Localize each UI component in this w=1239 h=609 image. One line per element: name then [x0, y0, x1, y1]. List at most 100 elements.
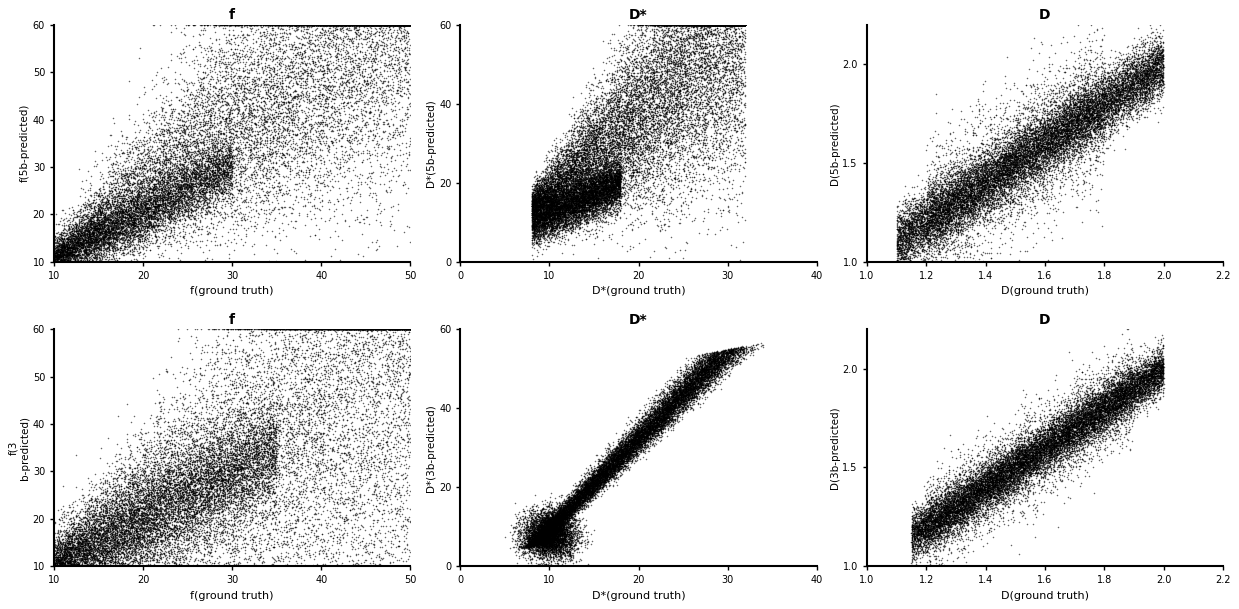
Point	[1075, 396, 1095, 406]
Point	[1067, 401, 1087, 410]
Point	[574, 144, 593, 153]
Point	[1119, 85, 1139, 94]
Point	[218, 452, 238, 462]
Point	[300, 502, 320, 512]
Point	[529, 529, 549, 539]
Point	[98, 243, 118, 253]
Point	[1042, 426, 1062, 435]
Point	[338, 150, 358, 160]
Point	[560, 194, 580, 204]
Point	[83, 561, 103, 571]
Point	[170, 203, 190, 213]
Point	[1103, 409, 1123, 419]
Point	[569, 183, 589, 193]
Point	[1137, 380, 1157, 390]
Point	[131, 495, 151, 505]
Point	[637, 422, 657, 432]
Point	[1113, 376, 1132, 385]
Point	[984, 450, 1004, 460]
Point	[722, 39, 742, 49]
Point	[202, 438, 222, 448]
Point	[83, 527, 103, 537]
Point	[527, 209, 546, 219]
Point	[142, 209, 162, 219]
Point	[176, 168, 196, 178]
Point	[694, 103, 714, 113]
Point	[528, 193, 548, 203]
Point	[1005, 473, 1025, 483]
Point	[1022, 456, 1042, 466]
Point	[50, 550, 69, 560]
Point	[633, 432, 653, 442]
Point	[950, 183, 970, 192]
Point	[1015, 152, 1035, 162]
Point	[384, 20, 404, 30]
Point	[190, 476, 209, 486]
Point	[698, 72, 717, 82]
Point	[595, 172, 615, 181]
Point	[964, 202, 984, 211]
Point	[912, 526, 932, 536]
Point	[673, 378, 693, 387]
Point	[536, 531, 556, 541]
Point	[339, 458, 359, 468]
Point	[555, 171, 575, 181]
Point	[627, 131, 647, 141]
Point	[545, 534, 565, 544]
Point	[93, 215, 113, 225]
Point	[559, 191, 579, 200]
Point	[317, 505, 337, 515]
Point	[289, 417, 309, 427]
Point	[85, 555, 105, 565]
Point	[1053, 120, 1073, 130]
Point	[533, 547, 553, 557]
Point	[400, 325, 420, 334]
Point	[373, 442, 393, 452]
Point	[530, 552, 550, 561]
Point	[187, 437, 207, 446]
Point	[274, 87, 294, 97]
Point	[690, 24, 710, 33]
Point	[523, 231, 543, 241]
Point	[1023, 439, 1043, 449]
Point	[142, 536, 162, 546]
Point	[1001, 466, 1021, 476]
Point	[980, 217, 1000, 227]
Point	[530, 202, 550, 211]
Point	[265, 457, 285, 466]
Point	[659, 36, 679, 46]
Point	[129, 491, 149, 501]
Point	[577, 143, 597, 153]
Point	[253, 512, 273, 522]
Point	[378, 20, 398, 30]
Point	[1009, 184, 1028, 194]
Point	[306, 325, 326, 334]
Point	[142, 555, 162, 565]
Point	[566, 215, 586, 225]
Point	[621, 438, 641, 448]
Point	[523, 532, 543, 541]
Point	[923, 549, 943, 559]
Point	[1006, 167, 1026, 177]
Point	[994, 484, 1014, 494]
Point	[569, 515, 589, 524]
Point	[185, 100, 204, 110]
Point	[167, 487, 187, 496]
Point	[553, 191, 572, 200]
Point	[1042, 132, 1062, 141]
Point	[318, 325, 338, 334]
Point	[278, 163, 297, 172]
Point	[947, 516, 966, 526]
Point	[892, 249, 912, 259]
Point	[673, 106, 693, 116]
Point	[632, 128, 652, 138]
Point	[332, 20, 352, 30]
Point	[1127, 384, 1147, 393]
Point	[285, 20, 305, 30]
Point	[213, 537, 233, 546]
Point	[211, 437, 230, 446]
Point	[961, 478, 981, 488]
Point	[1025, 163, 1044, 173]
Point	[574, 203, 593, 213]
Point	[681, 390, 701, 400]
